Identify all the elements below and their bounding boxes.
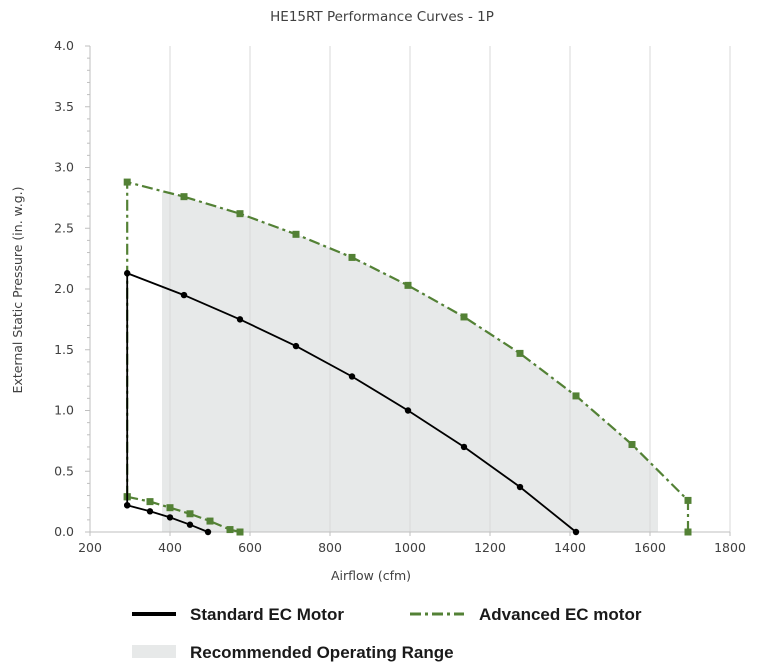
data-point-advanced <box>236 528 244 536</box>
x-tick-label: 600 <box>238 540 262 555</box>
data-point-standard <box>166 514 174 521</box>
y-axis-title: External Static Pressure (in. w.g.) <box>10 187 25 394</box>
y-tick-label: 2.0 <box>54 281 74 296</box>
data-point-standard <box>404 407 412 414</box>
y-tick-label: 1.0 <box>54 403 74 418</box>
data-point-advanced <box>684 496 692 504</box>
data-point-advanced <box>516 349 524 357</box>
y-tick-label: 3.5 <box>54 99 74 114</box>
data-point-standard <box>186 521 194 528</box>
data-point-standard <box>292 342 300 350</box>
data-point-standard <box>180 291 188 299</box>
legend-swatch-range <box>132 645 176 658</box>
data-point-advanced <box>180 193 188 201</box>
data-point-advanced <box>292 230 300 238</box>
x-tick-label: 1200 <box>474 540 506 555</box>
y-tick-label: 3.0 <box>54 160 74 175</box>
data-point-standard <box>236 316 244 323</box>
data-point-standard <box>204 528 212 536</box>
data-point-advanced <box>684 528 692 536</box>
chart-title: HE15RT Performance Curves - 1P <box>270 9 494 25</box>
data-point-standard <box>516 483 524 491</box>
x-tick-label: 1400 <box>554 540 586 555</box>
x-tick-label: 1600 <box>634 540 666 555</box>
series-line-standard <box>126 271 577 533</box>
y-tick-label: 2.5 <box>54 220 74 235</box>
x-tick-label: 400 <box>158 540 182 555</box>
x-tick-label: 200 <box>78 540 102 555</box>
data-point-advanced <box>236 210 244 218</box>
legend-item-standard: Standard EC Motor <box>132 605 344 624</box>
data-point-advanced <box>628 441 636 449</box>
data-point-advanced <box>460 313 468 321</box>
x-tick-label: 800 <box>318 540 342 555</box>
y-tick-label: 0.5 <box>54 463 74 478</box>
data-point-standard <box>124 270 131 277</box>
x-axis-title: Airflow (cfm) <box>331 568 411 583</box>
y-tick-label: 4.0 <box>54 38 74 53</box>
legend: Standard EC Motor Advanced EC motor Reco… <box>132 605 642 662</box>
data-point-advanced <box>146 498 154 506</box>
legend-label-standard: Standard EC Motor <box>190 605 344 624</box>
data-point-advanced <box>572 392 580 400</box>
data-point-standard <box>124 502 131 509</box>
data-point-advanced <box>186 510 194 518</box>
data-point-advanced <box>348 253 356 261</box>
data-point-advanced <box>123 178 131 186</box>
data-point-advanced <box>166 504 174 512</box>
x-tick-label: 1800 <box>714 540 746 555</box>
data-point-standard <box>146 508 154 515</box>
legend-item-advanced: Advanced EC motor <box>410 605 642 624</box>
x-tick-label: 1000 <box>394 540 426 555</box>
data-point-standard <box>460 443 468 451</box>
y-tick-label: 1.5 <box>54 342 74 357</box>
legend-item-range: Recommended Operating Range <box>132 643 454 662</box>
data-point-advanced <box>226 526 234 534</box>
legend-label-advanced: Advanced EC motor <box>479 605 642 624</box>
legend-label-range: Recommended Operating Range <box>190 643 454 662</box>
data-point-standard <box>348 373 356 380</box>
data-point-advanced <box>206 517 214 525</box>
y-tick-label: 0.0 <box>54 524 74 539</box>
plot-area: 0.0 0.5 1.0 1.5 2.0 2.5 3.0 3.5 4.0 200 400 600 800 1… <box>54 38 746 555</box>
data-point-standard <box>572 528 580 536</box>
data-point-advanced <box>404 281 412 289</box>
